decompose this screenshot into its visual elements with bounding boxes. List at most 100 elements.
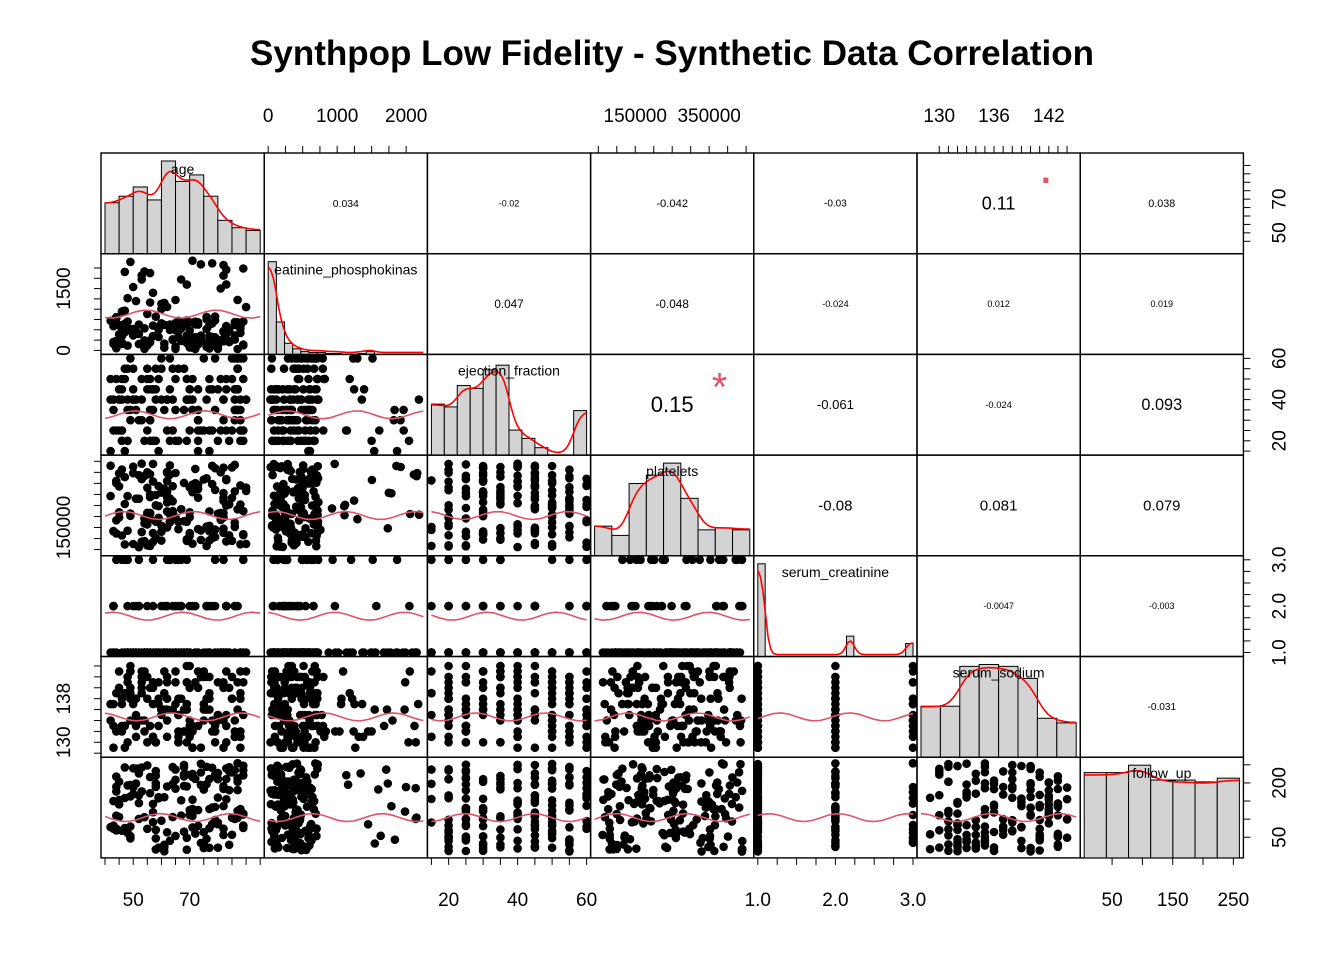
data-point: [165, 354, 175, 363]
data-point: [1044, 778, 1054, 788]
data-point: [368, 555, 378, 565]
panel-4-4: serum_creatinine: [753, 555, 918, 658]
data-point: [682, 555, 691, 565]
data-point: [117, 436, 127, 446]
data-point: [274, 491, 283, 500]
data-point: [239, 506, 248, 516]
data-point: [222, 795, 231, 804]
histogram-bar: [132, 186, 148, 255]
data-point: [319, 426, 328, 435]
significance-dot: .: [1041, 150, 1051, 191]
data-point: [291, 502, 301, 512]
data-point: [128, 789, 138, 799]
data-point: [278, 436, 288, 446]
data-point: [908, 743, 918, 752]
data-point: [624, 699, 633, 709]
data-point: [148, 459, 158, 469]
data-point: [210, 738, 220, 747]
correlation-value: -0.024: [985, 399, 1012, 410]
data-point: [273, 738, 283, 747]
histogram-bar: [594, 525, 613, 557]
data-point: [669, 796, 679, 806]
data-point: [547, 759, 557, 769]
data-point: [284, 464, 294, 474]
data-point: [513, 836, 522, 846]
data-point: [478, 529, 488, 539]
data-point: [582, 495, 591, 505]
data-point: [831, 804, 840, 814]
data-point: [427, 601, 436, 611]
tick-label: 40: [1269, 389, 1290, 410]
data-point: [427, 476, 436, 485]
data-point: [831, 759, 840, 768]
data-point: [720, 809, 730, 819]
histogram-bar: [245, 230, 261, 255]
data-point: [944, 809, 953, 818]
data-point: [171, 784, 180, 793]
data-point: [236, 405, 245, 415]
panel-4-1: [263, 555, 429, 658]
data-point: [582, 555, 591, 565]
data-point: [582, 694, 591, 703]
scatter-points: [106, 256, 251, 354]
data-point: [280, 699, 290, 709]
histogram-bar: [118, 195, 134, 255]
data-point: [565, 699, 574, 709]
data-point: [288, 688, 297, 698]
data-point: [379, 721, 389, 731]
data-point: [222, 738, 231, 747]
data-point: [444, 477, 453, 486]
data-point: [216, 468, 225, 477]
data-point: [151, 501, 161, 510]
data-point: [1044, 819, 1054, 828]
data-point: [205, 521, 214, 531]
data-point: [671, 829, 681, 839]
data-point: [444, 519, 453, 529]
data-point: [213, 436, 223, 446]
data-point: [513, 825, 522, 834]
data-point: [160, 343, 169, 353]
data-point: [210, 354, 220, 363]
data-point: [202, 601, 211, 611]
data-point: [953, 809, 962, 818]
data-point: [547, 555, 557, 565]
data-point: [285, 529, 295, 539]
data-point: [427, 765, 436, 774]
data-point: [233, 295, 242, 305]
data-point: [303, 842, 313, 851]
data-point: [370, 705, 380, 714]
data-point: [613, 672, 622, 682]
histogram-bar: [175, 180, 191, 255]
data-point: [196, 768, 206, 777]
data-point: [414, 395, 424, 404]
data-point: [205, 385, 214, 394]
smooth-line: [104, 309, 261, 319]
data-point: [678, 648, 688, 657]
data-point: [222, 385, 231, 394]
data-point: [685, 705, 694, 714]
data-point: [530, 461, 540, 471]
data-point: [296, 779, 305, 788]
data-point: [547, 500, 557, 510]
data-point: [565, 846, 574, 855]
panel-0-0: age: [100, 152, 265, 255]
data-point: [114, 683, 124, 693]
data-point: [731, 792, 740, 802]
data-point: [1053, 840, 1063, 849]
data-point: [427, 648, 436, 657]
data-point: [176, 504, 186, 514]
data-point: [222, 721, 231, 731]
data-point: [719, 601, 729, 611]
data-point: [283, 354, 293, 363]
data-point: [392, 555, 402, 565]
data-point: [411, 648, 420, 657]
data-point: [134, 555, 144, 565]
data-point: [687, 648, 696, 657]
data-point: [998, 790, 1008, 799]
data-point: [444, 828, 453, 837]
data-point: [600, 775, 609, 784]
data-point: [735, 648, 745, 657]
data-point: [1035, 772, 1044, 782]
data-point: [1026, 785, 1035, 795]
density-line: [921, 666, 1077, 724]
